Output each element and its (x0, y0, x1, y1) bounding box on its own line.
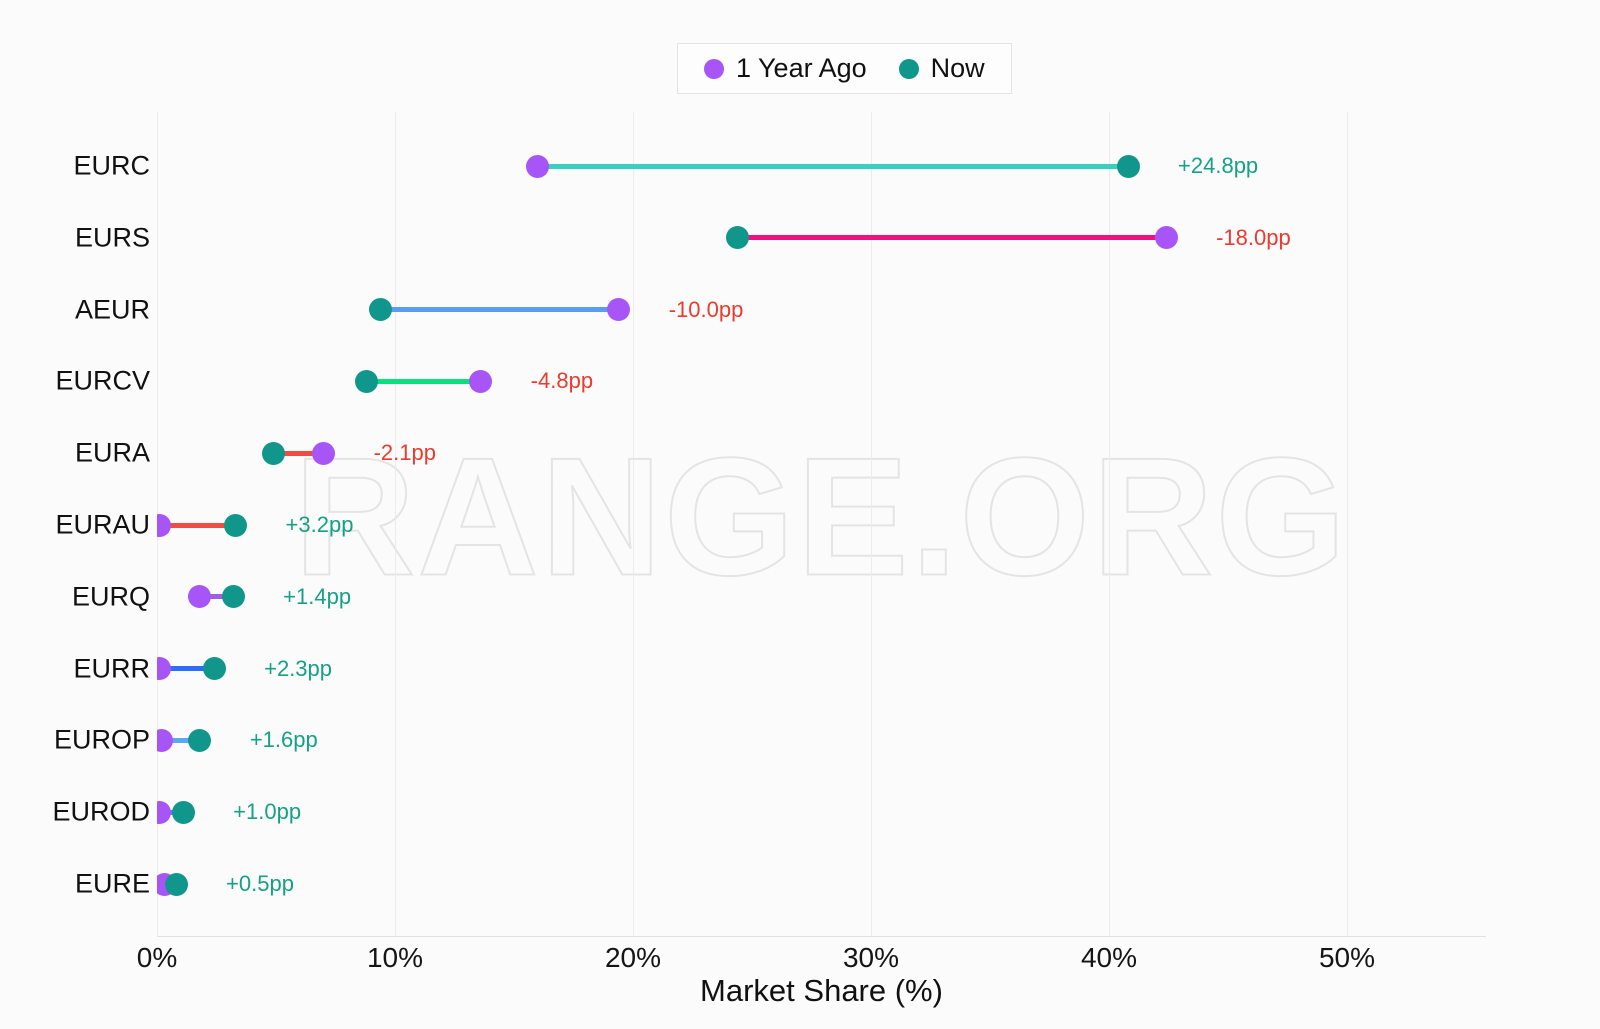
category-label: EURQ (71, 581, 150, 612)
change-label: -10.0pp (668, 296, 744, 322)
legend-label-year-ago: 1 Year Ago (736, 53, 867, 83)
category-label: EURR (73, 653, 150, 684)
legend-item-now[interactable]: Now (898, 53, 985, 83)
year-ago-dot (157, 800, 171, 824)
gridline (1347, 112, 1348, 936)
gridline (871, 112, 872, 936)
x-tick-label: 40% (1080, 942, 1138, 973)
gridline (633, 112, 634, 936)
gridline (1109, 112, 1110, 936)
dumbbell-connector (366, 378, 481, 384)
now-dot (188, 728, 212, 752)
x-tick-label: 20% (604, 942, 662, 973)
now-dot (369, 298, 393, 322)
year-ago-dot (312, 441, 336, 465)
change-label: +24.8pp (1178, 153, 1259, 178)
x-tick-label: 10% (366, 942, 424, 973)
now-dot (726, 226, 750, 250)
dumbbell-connector (380, 307, 619, 313)
year-ago-dot (157, 728, 174, 752)
now-dot (171, 800, 195, 824)
change-label: +0.5pp (226, 871, 294, 896)
dumbbell-connector (273, 450, 324, 456)
change-label: -4.8pp (530, 368, 594, 394)
change-label: -2.1pp (373, 440, 436, 466)
dumbbell-connector (199, 594, 234, 600)
watermark: RANGE.ORG (293, 422, 1349, 612)
now-dot (354, 369, 378, 393)
change-label: +2.3pp (264, 655, 333, 681)
now-dot (262, 441, 286, 465)
now-dot (1116, 154, 1140, 178)
change-label: -18.0pp (1216, 224, 1291, 250)
category-label: EURS (74, 222, 150, 253)
now-dot (202, 657, 226, 681)
x-axis-title: Market Share (%) (700, 973, 943, 1008)
now-dot (164, 872, 188, 896)
change-label: +1.0pp (233, 799, 302, 825)
category-label: EUROP (53, 724, 150, 755)
year-ago-dot (607, 298, 631, 322)
now-dot-icon (898, 58, 919, 79)
dumbbell-connector (159, 522, 236, 528)
change-label: +1.6pp (249, 727, 318, 753)
gridline (395, 112, 396, 936)
dumbbell-connector (737, 235, 1167, 241)
now-dot (224, 513, 248, 537)
change-label: +1.4pp (283, 583, 352, 609)
legend: 1 Year Ago Now (677, 43, 1012, 94)
dumbbell-connector (159, 809, 184, 815)
category-label: EURCV (55, 365, 150, 396)
category-label: EUROD (52, 796, 150, 827)
now-dot (221, 585, 245, 609)
plot-area: +24.8pp -18.0pp -10.0pp -4.8pp -2.1pp +3.2pp +… (157, 112, 1486, 937)
dumbbell-connector (161, 737, 200, 743)
legend-item-year-ago[interactable]: 1 Year Ago (704, 55, 867, 82)
x-tick-label: 0% (136, 942, 178, 973)
category-label: EURE (74, 868, 150, 899)
year-ago-dot (1154, 226, 1178, 250)
year-ago-dot (469, 369, 493, 393)
dumbbell-connector (537, 163, 1129, 169)
year-ago-dot (157, 657, 171, 681)
year-ago-dot (188, 585, 212, 609)
category-label: EURAU (55, 509, 150, 540)
category-label: EURA (74, 437, 150, 468)
legend-label-now: Now (930, 53, 985, 83)
category-label: EURC (73, 150, 150, 181)
year-ago-dot-icon (704, 58, 724, 79)
x-tick-label: 30% (842, 942, 900, 973)
x-tick-label: 50% (1318, 942, 1376, 973)
year-ago-dot (526, 154, 550, 178)
change-label: +3.2pp (285, 512, 354, 537)
category-label: AEUR (74, 294, 150, 325)
dumbbell-connector (159, 666, 215, 672)
year-ago-dot (157, 513, 171, 537)
